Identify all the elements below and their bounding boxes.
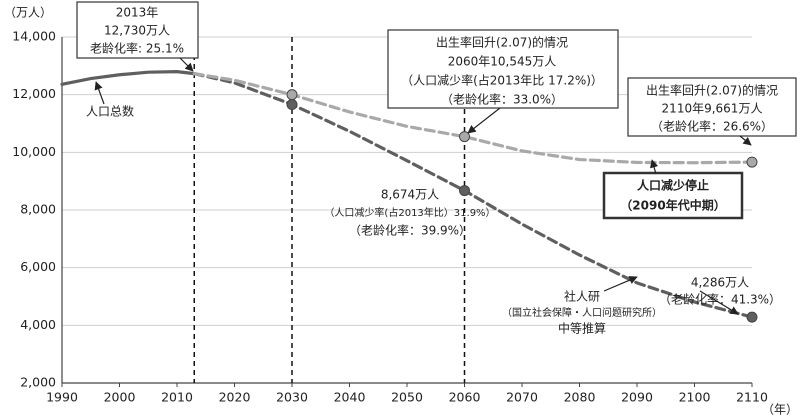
annotation-text: 出生率回升(2.07)的情况 [646,83,778,98]
annotation-box [602,171,744,220]
point-marker [286,89,298,101]
annotation-text: （老龄化率：41.3%） [659,292,781,307]
x-tick-label: 2090 [621,390,653,405]
annotation-text: （国立社会保障・人口问题研究所） [502,306,662,319]
annotation-box [387,29,619,109]
x-tick-label: 2070 [506,390,538,405]
point-marker [459,185,470,197]
annotation-text: 老龄化率: 25.1% [90,41,184,56]
x-tick-label: 2040 [334,390,366,405]
point-marker [746,311,758,323]
annotation-text: 出生率回升(2.07)的情况 [436,35,568,50]
x-tick-label: 1990 [46,390,78,405]
point-marker [459,131,470,143]
annotation: 出生率回升(2.07)的情况 2060年10,545万人 （人口减少率(占2013年… [387,29,619,109]
y-tick-label: 2,000 [20,375,56,390]
annotation-text: 2110年9,661万人 [662,102,763,116]
annotation-text: 4,286万人 [691,276,749,290]
pointer [699,290,739,315]
y-tick-label: 14,000 [12,29,56,44]
annotation-text: 中等推算 [558,321,606,336]
annotation-text: （人口减少率(占2013年比）31.9%） [324,206,495,219]
annotation-text: 2013年 [116,6,159,20]
annotation-text: 8,674万人 [381,188,439,202]
y-unit: （万人） [4,6,52,20]
annotation-text: 人口减少停止 [637,178,709,193]
x-tick-label: 2010 [161,390,193,405]
x-tick-label: 2030 [276,390,308,405]
x-tick-label: 2110 [736,390,768,405]
annotation: 人口减少停止 （2090年代中期） [602,171,744,220]
y-tick-label: 10,000 [12,144,56,159]
x-tick-label: 2020 [219,390,251,405]
annotation-text: 人口总数 [86,104,134,119]
x-unit: （年） [762,403,798,417]
annotation-text: （老龄化率：26.6%） [651,119,773,134]
pointers [94,57,752,315]
x-tick-label: 2000 [104,390,136,405]
annotation: 8,674万人 （人口减少率(占2013年比）31.9%） （老龄化率：39.9%） [324,188,495,238]
x-tick-label: 2100 [679,390,711,405]
annotation-box [76,1,199,59]
point-marker [746,156,758,168]
pointer [603,276,638,292]
annotation: 社人研 （国立社会保障・人口问题研究所） 中等推算 [502,289,662,336]
annotation: 人口总数 [86,104,134,119]
y-tick-label: 4,000 [20,317,56,332]
annotation-text: （2090年代中期） [620,198,725,213]
annotation-text: 12,730万人 [104,24,170,38]
annotation: 出生率回升(2.07)的情况 2110年9,661万人 （老龄化率：26.6%） [627,77,797,137]
annotation-text: （老龄化率：39.9%） [349,223,471,238]
point-marker [286,98,298,110]
x-tick-label: 2080 [564,390,596,405]
pointer [94,81,105,105]
series-line [60,69,196,86]
annotation-text: （人口减少率(占2013年比 17.2%)） [401,73,603,88]
annotation-text: 2060年10,545万人 [448,55,557,69]
annotation: 4,286万人 （老龄化率：41.3%） [659,276,781,307]
pointer [467,107,501,134]
annotation-box [627,77,797,137]
pointer [739,135,752,146]
y-tick-label: 6,000 [20,259,56,274]
annotation-text: 社人研 [564,289,600,304]
x-tick-label: 2060 [449,390,481,405]
pointer [179,57,194,72]
y-tick-label: 12,000 [12,86,56,101]
x-tick-label: 2050 [391,390,423,405]
annotation-text: （老龄化率：33.0%） [441,92,563,107]
y-tick-label: 8,000 [20,202,56,217]
pointer [650,159,659,175]
